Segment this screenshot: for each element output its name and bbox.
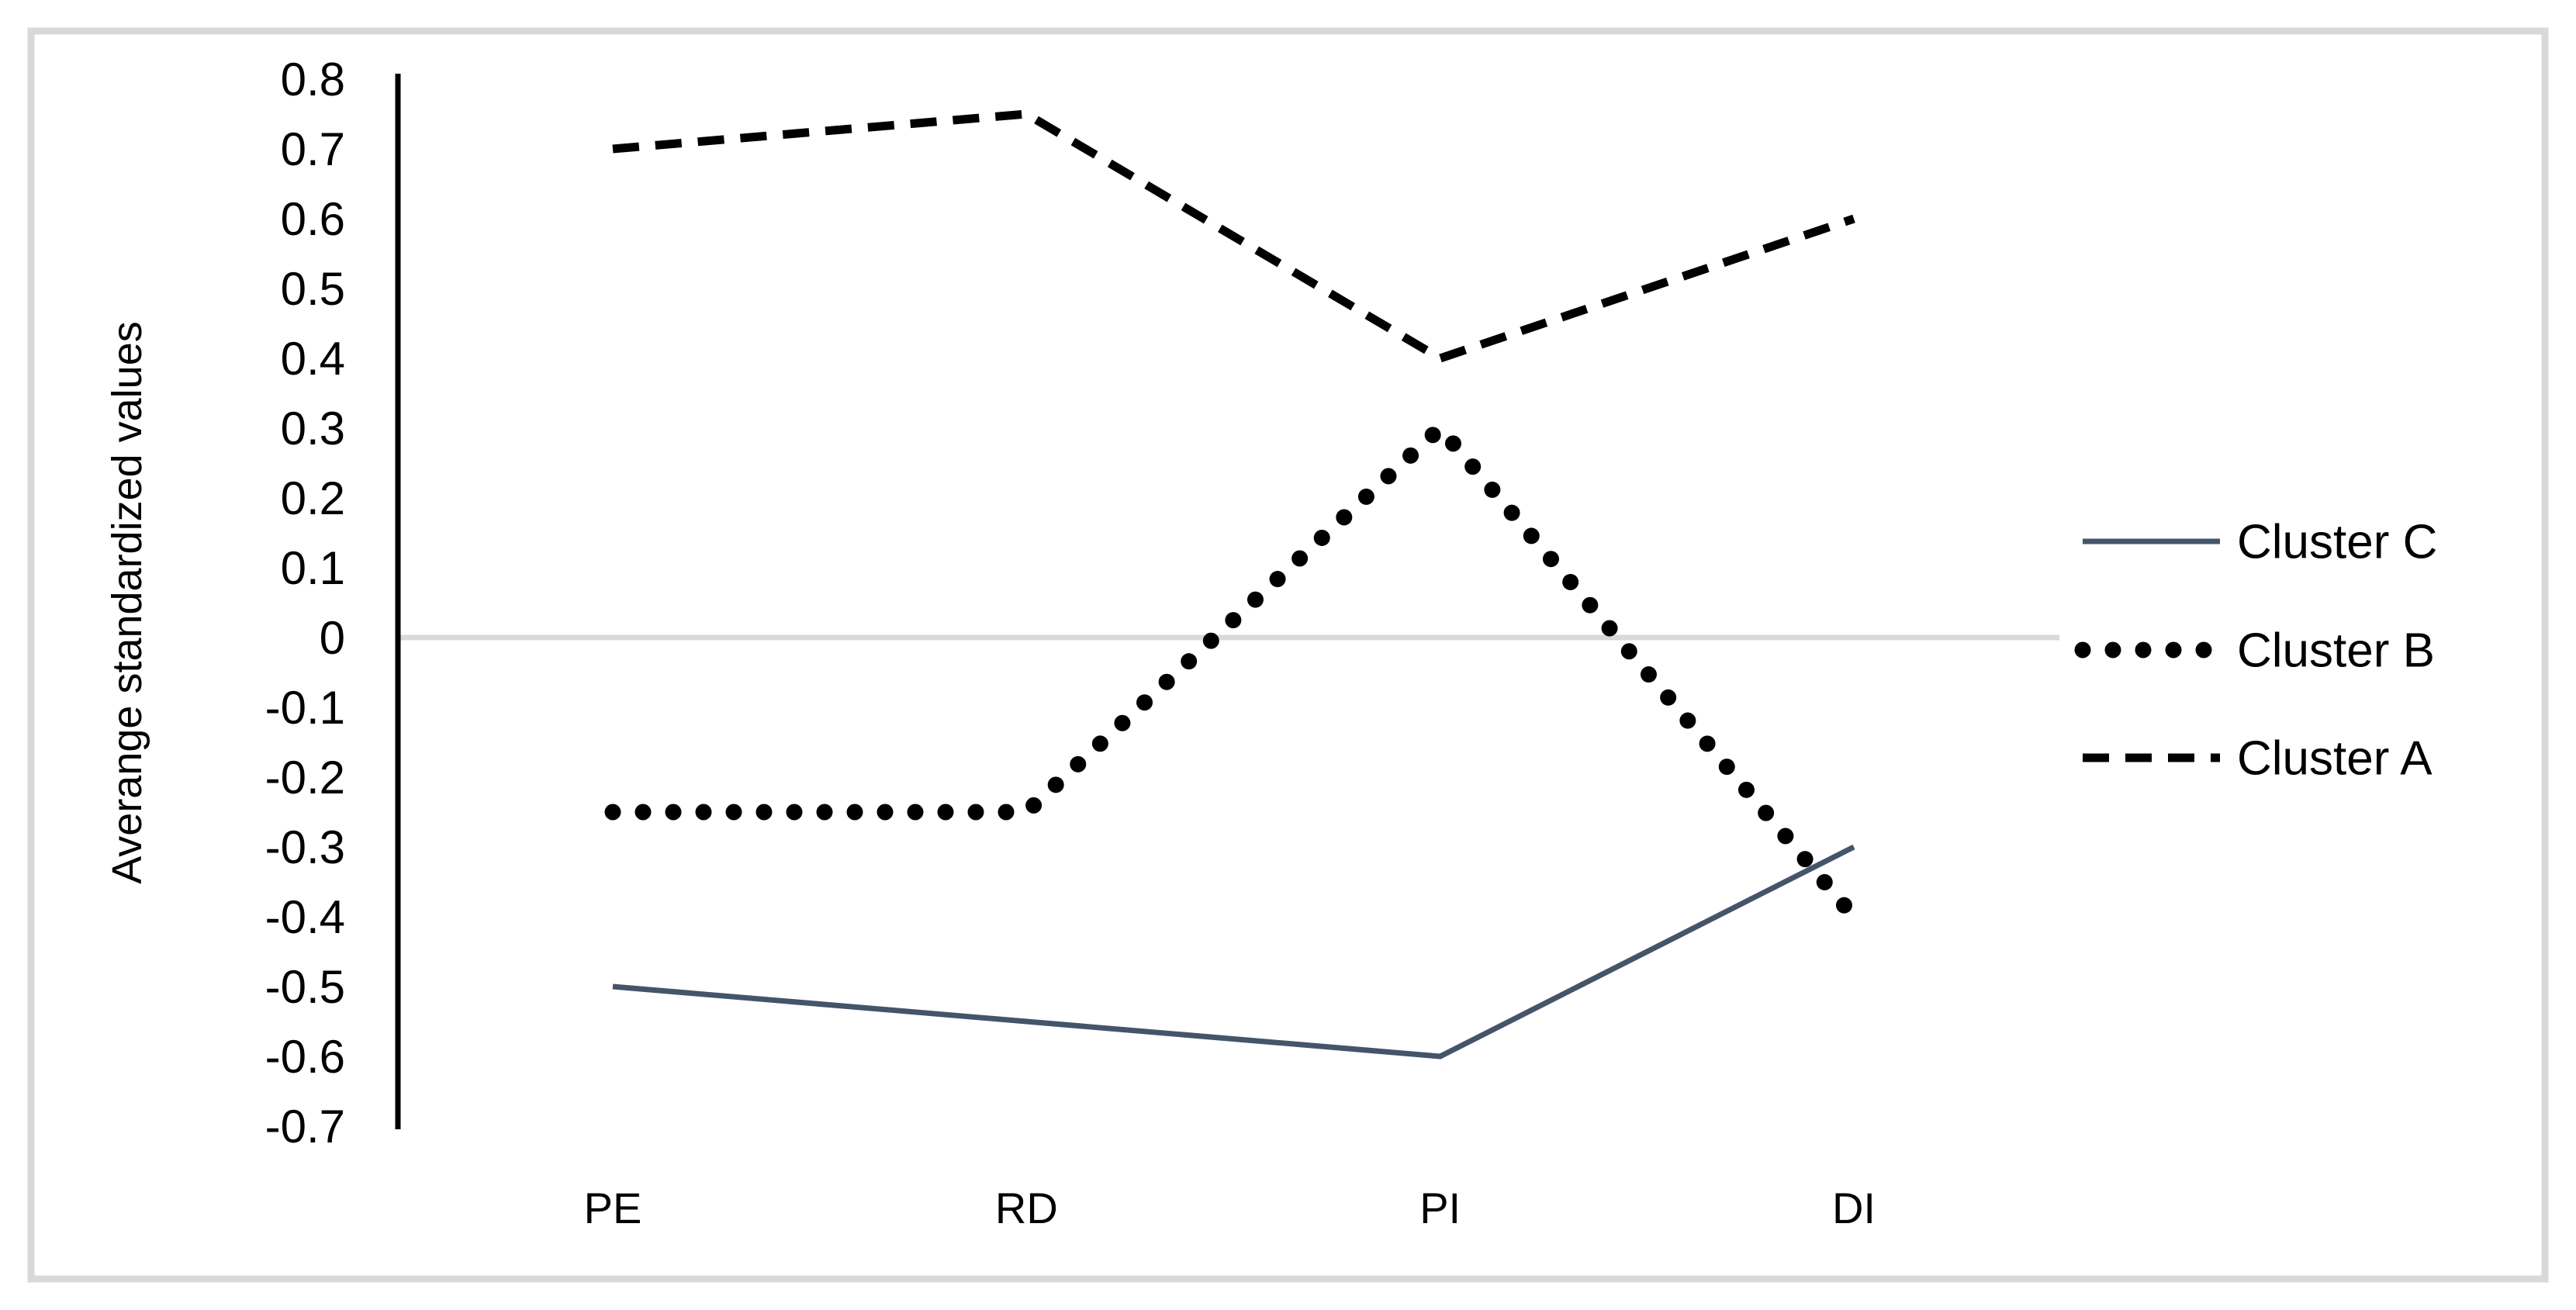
y-tick-label: -0.4 [265,891,345,943]
legend-label: Cluster B [2237,624,2435,678]
y-axis-title: Averange standardized values [104,321,150,884]
legend-item-cluster-c: Cluster C [2083,516,2437,569]
y-tick-label: 0.4 [281,333,345,385]
series-cluster-c-line [612,844,1855,1059]
y-tick-label: 0.8 [281,54,345,105]
series-cluster-b-line [604,416,1862,925]
y-tick-labels: 0.8 0.7 0.6 0.5 0.4 0.3 0.2 0.1 0 -0.1 -0.2 -0.3 -0.… [265,54,345,1153]
legend-item-cluster-b: Cluster B [2074,624,2435,678]
y-tick-label: -0.3 [265,821,345,873]
legend-label: Cluster A [2237,732,2433,786]
legend-item-cluster-a: Cluster A [2083,732,2433,786]
y-tick-label: -0.2 [265,752,345,804]
series-cluster-a-line [612,109,1855,364]
y-tick-label: -0.6 [265,1031,345,1083]
y-tick-label: 0.3 [281,403,345,455]
legend: Cluster C Cluster B Cluster A [2074,516,2437,786]
x-axis-labels: PE RD PI DI [584,1184,1876,1232]
y-tick-label: 0.5 [281,263,345,315]
y-tick-label: 0.1 [281,542,345,594]
x-axis-label-di: DI [1832,1184,1876,1232]
x-axis-label-rd: RD [995,1184,1058,1232]
y-tick-label: -0.1 [265,682,345,734]
x-axis-label-pe: PE [584,1184,642,1232]
y-tick-label: 0.6 [281,193,345,245]
y-tick-label: 0.2 [281,472,345,524]
y-tick-label: 0 [320,612,345,664]
y-tick-label: -0.5 [265,961,345,1013]
y-tick-label: 0.7 [281,123,345,175]
figure-border [27,27,2549,1283]
y-tick-label: -0.7 [265,1101,345,1153]
x-axis-label-pi: PI [1419,1184,1461,1232]
legend-label: Cluster C [2237,516,2437,569]
